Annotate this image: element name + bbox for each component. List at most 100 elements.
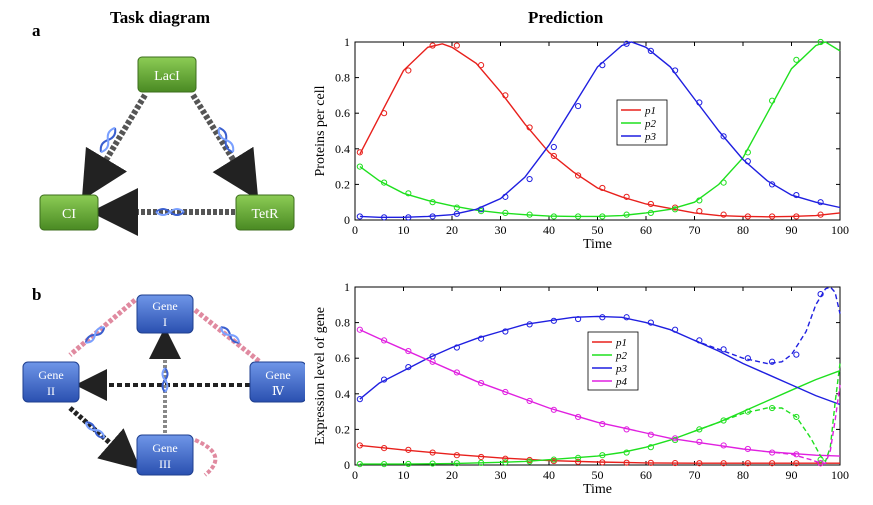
data-point-p4 [453, 369, 460, 376]
series-line-p3-dashed [694, 286, 841, 365]
x-tick-label: 60 [640, 468, 652, 482]
data-point-p2 [381, 461, 388, 468]
data-point-p3 [526, 321, 533, 328]
chart-b: 0 10 20 30 40 50 60 70 80 90 100 0 0.2 0.4 0.6 0.8 1 Time… [313, 280, 849, 497]
data-point-p1 [478, 453, 485, 461]
data-point-p1 [453, 42, 460, 49]
data-point-p2 [550, 213, 557, 220]
x-tick-label: 30 [495, 223, 507, 237]
arrow-laci-to-ci [81, 93, 148, 201]
data-point-p3 [599, 314, 606, 321]
node-tetr-label: TetR [251, 207, 279, 222]
data-point-p3 [696, 337, 703, 344]
data-point-p1 [478, 62, 485, 69]
node-gene3 [136, 434, 194, 476]
data-point-p1 [356, 149, 363, 156]
data-point-p3 [793, 351, 800, 358]
link-gene1-gene4 [193, 308, 262, 364]
data-point-p3 [744, 355, 751, 362]
arrow-gene2-to-gene3 [68, 406, 141, 470]
data-point-p2 [356, 461, 363, 468]
data-point-p3 [381, 376, 388, 383]
data-point-p4 [744, 445, 751, 453]
panel-label-b: b [32, 285, 42, 304]
diagram-b: Gene I Gene II Gene Ⅳ Gene III [22, 294, 305, 477]
x-tick-label: 90 [786, 223, 798, 237]
data-point-p2 [817, 38, 824, 46]
data-point-p2 [381, 179, 388, 186]
data-point-p1 [744, 460, 751, 467]
node-gene1 [136, 294, 194, 334]
dna-icon [219, 326, 241, 344]
data-point-p4 [769, 449, 776, 456]
data-point-p1 [647, 459, 654, 466]
x-tick-label: 80 [737, 468, 749, 482]
x-tick-label: 50 [592, 468, 604, 482]
data-point-p2 [429, 460, 436, 467]
data-point-p2 [502, 459, 509, 466]
data-point-p1 [672, 459, 679, 467]
data-point-p1 [453, 452, 460, 459]
y-tick-label: 0.8 [335, 71, 350, 85]
data-point-p1 [575, 172, 582, 179]
data-point-p4 [599, 420, 606, 428]
data-point-p1 [429, 449, 436, 456]
data-point-p3 [599, 62, 606, 69]
data-point-p2 [526, 211, 533, 218]
legend-label: p2 [644, 118, 657, 130]
node-gene1-label-1: Gene [152, 299, 177, 313]
data-point-p2 [453, 460, 460, 467]
data-point-p4 [478, 380, 485, 387]
x-tick-label: 10 [398, 468, 410, 482]
series-line-p4 [359, 329, 841, 457]
diagram-a: LacI CI TetR [39, 56, 295, 236]
heading-prediction: Prediction [528, 8, 604, 27]
data-point-p1 [429, 42, 436, 49]
panel-label-a: a [32, 21, 41, 40]
node-gene2 [22, 361, 80, 403]
data-point-p1 [817, 211, 824, 218]
y-tick-label: 1 [344, 280, 350, 294]
y-axis-label: Proteins per cell [313, 85, 328, 176]
x-tick-label: 20 [446, 468, 458, 482]
data-point-p2 [599, 213, 606, 220]
legend-label: p4 [615, 376, 628, 388]
data-point-p2 [793, 413, 800, 421]
data-point-p4 [647, 431, 654, 438]
data-point-p1 [526, 124, 533, 131]
data-point-p3 [453, 210, 460, 217]
data-point-p3 [769, 181, 776, 188]
data-point-p2 [526, 458, 533, 465]
plot-frame [354, 41, 841, 221]
data-point-p3 [550, 317, 557, 324]
x-axis-label: Time [583, 237, 612, 252]
data-point-p3 [356, 213, 363, 220]
data-point-p3 [817, 291, 824, 298]
data-point-p1 [793, 460, 800, 467]
data-point-p2 [647, 209, 654, 216]
data-point-p2 [575, 213, 582, 220]
data-point-p1 [405, 446, 412, 453]
x-tick-label: 90 [786, 468, 798, 482]
data-point-p4 [672, 435, 679, 442]
data-point-p1 [623, 193, 630, 200]
x-tick-label: 10 [398, 223, 410, 237]
data-point-p3 [381, 214, 388, 221]
y-tick-label: 1 [344, 35, 350, 49]
node-tetr [235, 194, 295, 231]
series-line-p3 [359, 315, 841, 406]
dna-icon [155, 208, 185, 216]
node-gene4-label-1: Gene [265, 368, 290, 382]
legend-label: p2 [615, 350, 628, 362]
x-tick-label: 70 [689, 468, 701, 482]
data-point-p1 [720, 211, 727, 218]
data-point-p1 [599, 459, 606, 466]
data-point-p2 [453, 204, 460, 211]
x-tick-label: 30 [495, 468, 507, 482]
data-point-p3 [672, 326, 679, 333]
node-gene2-label-2: II [47, 384, 55, 398]
data-point-p2 [672, 206, 679, 213]
data-point-p1 [769, 213, 776, 220]
data-point-p3 [575, 102, 582, 110]
data-point-p2 [696, 197, 703, 204]
